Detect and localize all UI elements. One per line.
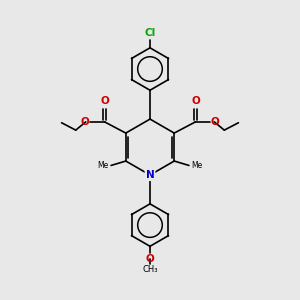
Text: CH₃: CH₃ [142, 266, 158, 274]
Text: N: N [146, 170, 154, 180]
Text: Me: Me [98, 161, 109, 170]
Text: O: O [80, 117, 89, 127]
Text: O: O [146, 254, 154, 264]
Text: Me: Me [191, 161, 203, 170]
Text: O: O [191, 96, 200, 106]
Text: O: O [211, 117, 220, 127]
Text: O: O [100, 96, 109, 106]
Text: Cl: Cl [144, 28, 156, 38]
